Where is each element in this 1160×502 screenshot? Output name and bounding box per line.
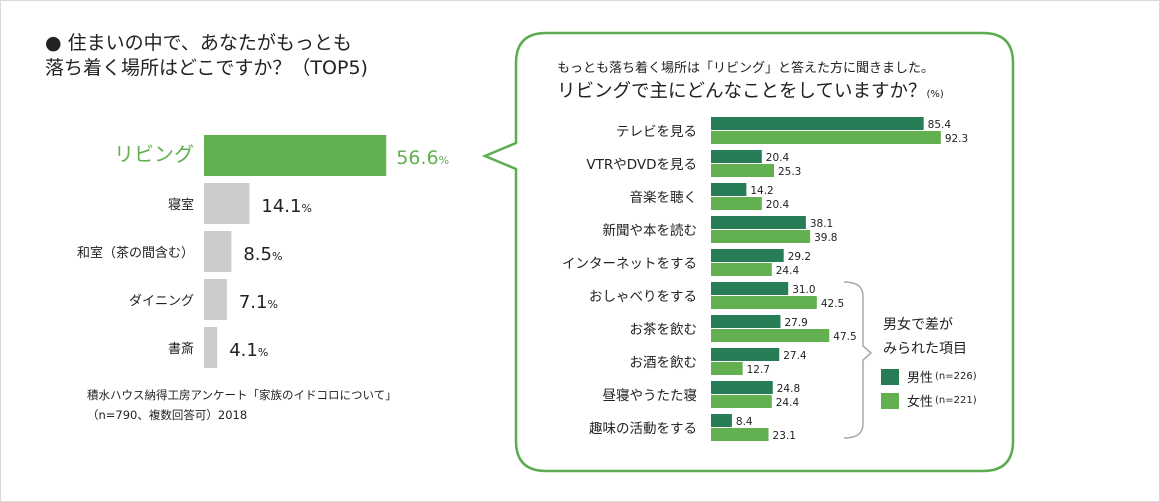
bar-female [711,164,774,177]
value-label: 23.1 [773,430,796,442]
category-label: インターネットをする [562,256,697,272]
category-label: VTRやDVDを見る [586,157,697,173]
bar-male [711,183,747,196]
legend-n: (n=221) [935,395,977,406]
category-label: 音楽を聴く [630,189,698,206]
value-label: 39.8 [814,232,837,244]
bar-male [711,150,762,163]
category-label: 書斎 [168,341,194,357]
legend-n: (n=226) [935,371,977,382]
bar [204,231,232,272]
value-label: 27.9 [784,317,807,329]
value-label: 24.4 [776,265,800,277]
bullet-icon: ● [45,32,62,54]
source-note: 積水ハウス納得工房アンケート「家族のイドコロについて」 （n=790、複数回答可… [87,388,397,422]
value-label: 42.5 [821,298,844,310]
value-label: 92.3 [945,133,968,145]
bar-female [711,131,941,144]
value-label: 47.5 [833,331,856,343]
value-label: 7.1% [239,292,278,313]
value-label: 20.4 [766,199,790,211]
category-label: 昼寝やうたた寝 [603,387,698,404]
category-label: お酒を飲む [630,355,698,371]
legend-swatch-male [881,368,899,385]
bar [204,279,227,320]
value-label: 14.2 [750,185,773,197]
bar-female [711,329,830,342]
value-label: 29.2 [788,251,811,263]
bar-male [711,315,781,328]
value-label: 20.4 [766,152,790,164]
value-label: 4.1% [229,340,268,361]
bar-female [711,296,817,309]
bubble-title: リビングで主にどんなことをしていますか？(%) [557,77,944,103]
category-label: 新聞や本を読む [603,223,698,239]
category-label: 寝室 [168,197,194,213]
bar-male [711,282,789,295]
bar-male [711,249,784,262]
bar-male [711,117,924,130]
bar [204,135,387,176]
bubble-subtitle: もっとも落ち着く場所は「リビング」と答えた方に聞きました。 [557,61,935,76]
bar-male [711,216,806,229]
bar-male [711,348,780,361]
value-label: 14.1% [261,196,312,217]
bar-female [711,428,769,441]
bar-male [711,381,773,394]
value-label: 56.6% [396,147,449,169]
bar-male [711,414,732,427]
legend-male: 男性 (n=226) [881,367,977,386]
bar-female [711,197,762,210]
bar-female [711,263,772,276]
bar-female [711,362,743,375]
bar [204,327,218,368]
legend-female: 女性 (n=221) [881,391,977,410]
category-label: 趣味の活動をする [589,421,697,437]
value-label: 27.4 [783,350,807,362]
category-label: お茶を飲む [630,322,698,338]
category-label: テレビを見る [616,124,697,140]
value-label: 12.7 [747,364,770,376]
value-label: 24.8 [777,383,800,395]
gender-difference-note: 男女で差が みられた項目 [883,317,967,357]
value-label: 24.4 [776,397,800,409]
category-label: ダイニング [129,294,194,309]
legend-label: 男性 [907,371,934,386]
legend-swatch-female [881,392,899,409]
unit-label: (%) [926,89,944,100]
brace [843,281,873,439]
value-label: 31.0 [792,284,815,296]
value-label: 8.5% [243,244,282,265]
legend-label: 女性 [907,395,934,410]
value-label: 25.3 [778,166,801,178]
bubble-title-text: リビングで主にどんなことをしていますか？ [557,81,927,102]
chart-title: ● 住まいの中で、あなたがもっとも 落ち着く場所はどこですか？（TOP5) [45,31,368,81]
value-label: 85.4 [928,119,952,131]
category-label: 和室（茶の間含む） [77,245,194,261]
bar [204,183,250,224]
title-text: 住まいの中で、あなたがもっとも 落ち着く場所はどこですか？（TOP5) [45,32,368,79]
bar-female [711,395,772,408]
category-label: おしゃべりをする [589,289,697,305]
value-label: 8.4 [736,416,753,428]
value-label: 38.1 [810,218,833,230]
category-label: リビング [114,142,194,166]
bar-female [711,230,811,243]
